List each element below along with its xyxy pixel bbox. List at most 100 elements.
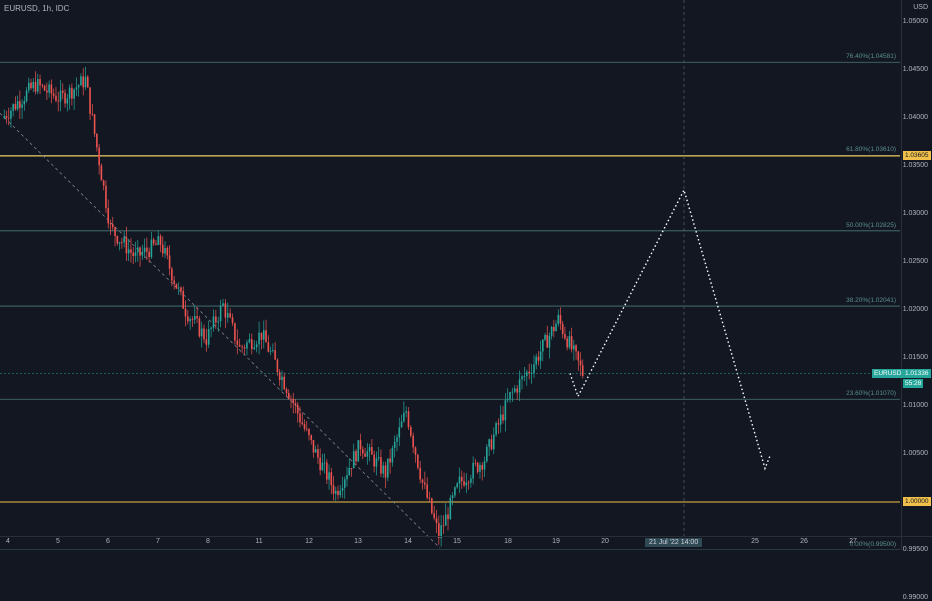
candle-body [364, 454, 366, 457]
candle-body [475, 463, 477, 464]
candle-body [225, 303, 227, 317]
candle-body [196, 316, 198, 318]
candle-body [533, 364, 535, 373]
candle-body [103, 181, 105, 186]
key-level-tag: 1.00000 [903, 497, 931, 506]
candle-body [94, 114, 96, 133]
candle-body [445, 514, 447, 525]
candle-body [176, 284, 178, 289]
candle-body [76, 87, 78, 89]
candle-body [577, 352, 579, 361]
candle-body [355, 451, 357, 461]
candle-body [203, 329, 205, 340]
chart-background [0, 0, 932, 550]
candle-body [353, 451, 355, 468]
currency-label: USD [913, 4, 928, 11]
price-tick-label: 1.05000 [903, 18, 928, 25]
candle-body [114, 227, 116, 236]
candle-body [144, 248, 146, 253]
candle-body [417, 455, 419, 468]
candle-body [560, 315, 562, 324]
candle-body [461, 477, 463, 481]
candle-body [369, 447, 371, 451]
candle-body [495, 423, 497, 435]
date-tick-label: 27 [849, 538, 857, 545]
price-tick-label: 1.04500 [903, 66, 928, 73]
candle-body [348, 468, 350, 475]
candle-body [173, 281, 175, 284]
candle-body [155, 244, 157, 245]
fib-level-label: 76.40%(1.04581) [846, 53, 896, 60]
candle-body [92, 114, 94, 115]
candle-body [304, 424, 306, 429]
candle-body [160, 236, 162, 245]
candle-body [64, 93, 66, 104]
candle-body [450, 498, 452, 519]
candle-body [456, 483, 458, 487]
candle-body [270, 351, 272, 352]
candle-body [288, 393, 290, 399]
candle-body [39, 79, 41, 85]
candle-body [524, 376, 526, 377]
candle-body [180, 287, 182, 290]
candle-body [392, 448, 394, 463]
bar-countdown-tag: 55:28 [903, 379, 923, 388]
price-tick-label: 1.03500 [903, 162, 928, 169]
candle-body [201, 329, 203, 337]
candle-body [491, 439, 493, 449]
price-tick-label: 1.04000 [903, 114, 928, 121]
candle-body [514, 388, 516, 391]
candle-body [215, 316, 217, 322]
candle-body [249, 339, 251, 342]
candle-body [337, 491, 339, 495]
candle-body [210, 328, 212, 329]
candle-body [500, 415, 502, 425]
price-chart-canvas[interactable] [0, 0, 932, 550]
candle-body [463, 481, 465, 485]
candle-body [82, 76, 84, 87]
crosshair-time-tag: 21 Jul '22 14:00 [645, 538, 702, 547]
candle-body [412, 436, 414, 448]
candle-body [380, 457, 382, 473]
candle-body [17, 101, 19, 109]
candle-body [297, 405, 299, 414]
candle-body [549, 336, 551, 348]
candle-body [187, 316, 189, 321]
candle-body [466, 483, 468, 486]
candle-body [542, 340, 544, 352]
candle-body [516, 388, 518, 392]
candle-body [394, 442, 396, 448]
candle-body [73, 89, 75, 98]
date-tick-label: 18 [504, 538, 512, 545]
candle-body [339, 491, 341, 495]
candle-body [24, 101, 26, 104]
date-tick-label: 26 [800, 538, 808, 545]
price-tick-label: 1.01000 [903, 402, 928, 409]
candle-body [582, 365, 584, 376]
candle-body [315, 449, 317, 452]
candle-body [346, 475, 348, 479]
candle-body [151, 240, 153, 258]
candle-body [333, 485, 335, 494]
candle-body [279, 372, 281, 380]
candle-body [459, 477, 461, 484]
candle-body [261, 333, 263, 340]
candle-body [37, 79, 39, 92]
candle-body [433, 513, 435, 518]
candle-body [21, 104, 23, 107]
candle-body [357, 440, 359, 461]
candle-body [89, 87, 91, 113]
candle-body [540, 352, 542, 361]
candle-body [569, 336, 571, 347]
date-tick-label: 15 [453, 538, 461, 545]
candle-body [19, 101, 21, 108]
price-tick-label: 1.02000 [903, 306, 928, 313]
candle-body [60, 91, 62, 102]
candle-body [251, 339, 253, 349]
candle-body [422, 480, 424, 483]
date-tick-label: 5 [56, 538, 60, 545]
symbol-title[interactable]: EURUSD, 1h, IDC [4, 4, 69, 13]
candle-body [239, 345, 241, 347]
candle-body [139, 247, 141, 255]
date-tick-label: 14 [404, 538, 412, 545]
